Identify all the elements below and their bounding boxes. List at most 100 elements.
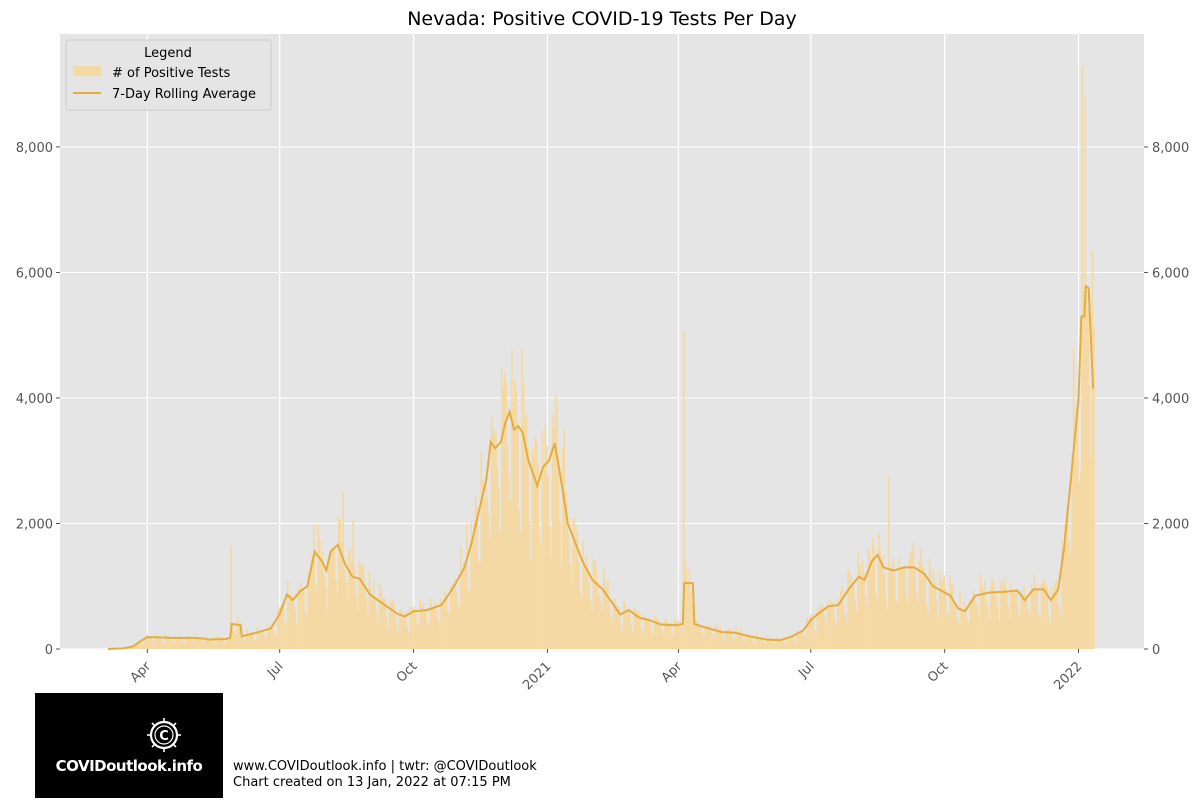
daily-bar: [480, 452, 483, 649]
daily-bar: [631, 631, 634, 649]
daily-bar: [151, 640, 154, 649]
daily-bar: [468, 592, 471, 649]
daily-bar: [921, 563, 924, 649]
daily-bar: [1043, 580, 1046, 649]
daily-bar: [1049, 623, 1052, 649]
daily-bar: [931, 584, 934, 649]
daily-bar: [1005, 591, 1008, 649]
daily-bar: [796, 630, 799, 649]
daily-bar: [1062, 552, 1065, 649]
daily-bar: [706, 624, 708, 649]
daily-bar: [580, 598, 583, 649]
daily-bar: [320, 557, 323, 649]
daily-bar: [749, 636, 752, 649]
daily-bar: [839, 591, 842, 649]
daily-bar: [1047, 615, 1050, 649]
daily-bar: [554, 394, 557, 649]
daily-bar: [930, 568, 932, 649]
daily-bar: [154, 635, 157, 649]
daily-bar: [803, 635, 806, 649]
daily-bar: [957, 623, 960, 649]
daily-bar: [1036, 583, 1039, 649]
daily-bar: [898, 558, 900, 649]
daily-bar: [260, 630, 263, 649]
daily-bar: [722, 635, 724, 649]
daily-bar: [329, 554, 331, 649]
daily-bar: [1015, 592, 1018, 649]
daily-bar: [1018, 617, 1021, 649]
y-tick-label-left: 4,000: [16, 392, 53, 407]
daily-bar: [998, 621, 1001, 649]
daily-bar: [704, 625, 707, 649]
daily-bar: [400, 609, 403, 649]
daily-bar: [598, 594, 601, 649]
daily-bar: [330, 548, 333, 649]
daily-bar: [1050, 587, 1053, 649]
daily-bar: [604, 577, 606, 649]
daily-bar: [762, 642, 765, 649]
daily-bar: [218, 636, 221, 649]
daily-bar: [307, 572, 310, 649]
daily-bar: [310, 558, 313, 649]
daily-bar: [630, 623, 633, 649]
daily-bar: [610, 616, 612, 649]
daily-bar: [787, 638, 790, 649]
daily-bar: [569, 563, 572, 649]
daily-bar: [529, 560, 532, 649]
daily-bar: [550, 557, 553, 649]
daily-bar: [238, 626, 241, 649]
daily-bar: [877, 533, 880, 649]
daily-bar: [700, 626, 702, 649]
daily-bar: [531, 448, 534, 649]
daily-bar: [765, 636, 768, 649]
daily-bar: [544, 423, 547, 649]
daily-bar: [1014, 588, 1017, 649]
daily-bar: [319, 539, 321, 649]
daily-bar: [496, 467, 499, 649]
daily-bar: [979, 575, 982, 649]
daily-bar: [1093, 328, 1095, 649]
daily-bar: [497, 488, 500, 649]
daily-bar: [1013, 592, 1015, 649]
daily-bar: [150, 636, 152, 649]
daily-bar: [692, 609, 695, 649]
daily-bar: [928, 559, 931, 649]
daily-bar: [582, 540, 585, 649]
daily-bar: [758, 637, 761, 649]
daily-bar: [943, 575, 945, 649]
daily-bar: [1040, 583, 1043, 649]
daily-bar: [925, 604, 928, 649]
daily-bar: [583, 565, 586, 649]
daily-bar: [553, 427, 556, 649]
daily-bar: [662, 634, 665, 649]
daily-bar: [147, 637, 150, 649]
daily-bar: [935, 601, 938, 649]
daily-bar: [1001, 584, 1004, 649]
daily-bar: [965, 613, 967, 649]
legend-box: [65, 39, 272, 111]
daily-bar: [393, 603, 395, 649]
daily-bar: [473, 519, 475, 649]
bar-series: [109, 65, 1095, 649]
daily-bar: [752, 641, 755, 649]
daily-bar: [416, 624, 419, 649]
daily-bar: [659, 623, 662, 649]
daily-bar: [183, 643, 186, 649]
daily-bar: [445, 599, 448, 649]
daily-bar: [420, 606, 423, 649]
daily-bar: [962, 611, 964, 649]
daily-bar: [192, 640, 195, 649]
daily-bar: [463, 561, 465, 649]
daily-bar: [723, 640, 726, 649]
daily-bar: [944, 588, 947, 649]
daily-bar: [575, 525, 577, 649]
daily-bar: [452, 587, 455, 649]
daily-bar: [777, 638, 780, 649]
daily-bar: [272, 629, 275, 649]
daily-bar: [914, 569, 916, 649]
daily-bar: [244, 642, 247, 649]
daily-bar: [1088, 385, 1091, 649]
daily-bar: [455, 592, 458, 649]
rolling-average-line: [107, 284, 1095, 650]
